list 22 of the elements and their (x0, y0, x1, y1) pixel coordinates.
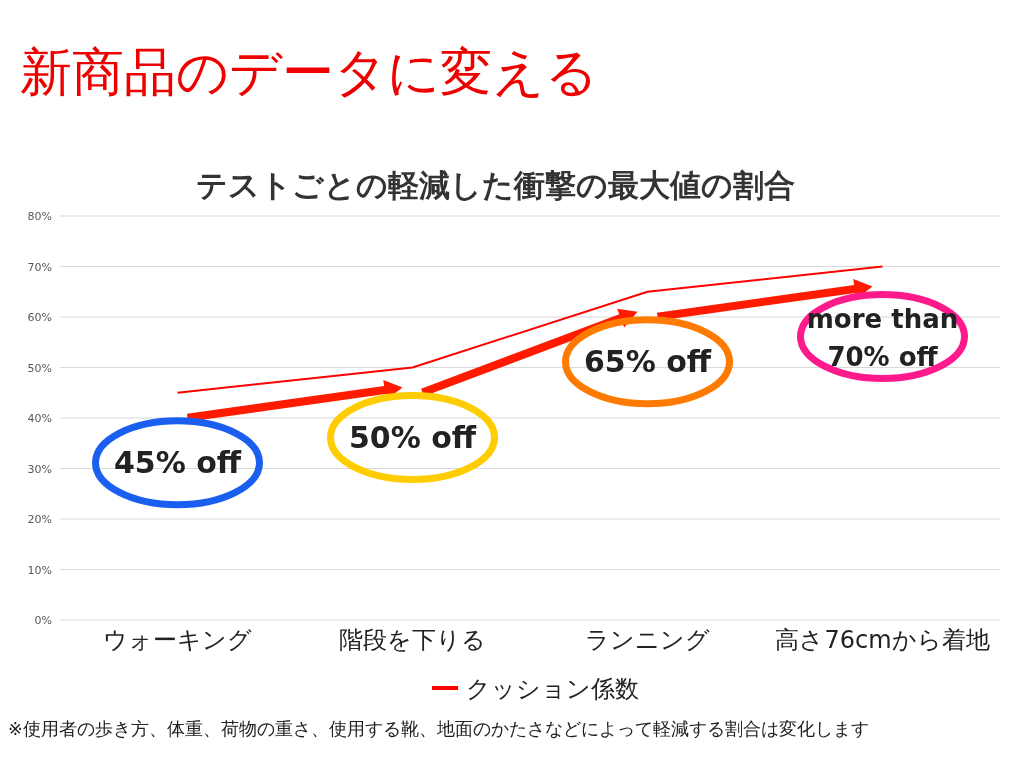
x-tick-label: 高さ76cmから着地 (775, 626, 990, 654)
y-tick-label: 60% (27, 311, 52, 324)
x-tick-label: 階段を下りる (339, 626, 486, 654)
annotation: 50% off (348, 419, 477, 455)
x-tick-label: ウォーキング (103, 626, 252, 654)
y-tick-label: 30% (27, 462, 52, 476)
annotation: 45% off (113, 444, 242, 480)
y-tick-label: 20% (27, 513, 52, 526)
y-tick-label: 40% (27, 412, 52, 425)
y-tick-label: 70% (27, 260, 52, 274)
annotation: 65% off (583, 343, 712, 379)
y-tick-label: 0% (34, 614, 52, 627)
chart-title: テストごとの軽減した衝撃の最大値の割合 (195, 167, 795, 203)
text: ※使用者の歩き方、体重、荷物の重さ、使用する靴、地面のかたさなどによって軽減する割合は変化します (8, 719, 869, 739)
y-tick-label: 80% (27, 210, 52, 223)
legend: クッション係数 (432, 675, 639, 703)
text: 新商品のデータに変える (20, 42, 598, 102)
x-tick-label: ランニング (585, 626, 710, 654)
annotation: more than 70% off (806, 303, 959, 372)
y-tick-label: 50% (27, 361, 52, 375)
legend-label: クッション係数 (466, 675, 639, 703)
y-tick-label: 10% (27, 563, 52, 577)
